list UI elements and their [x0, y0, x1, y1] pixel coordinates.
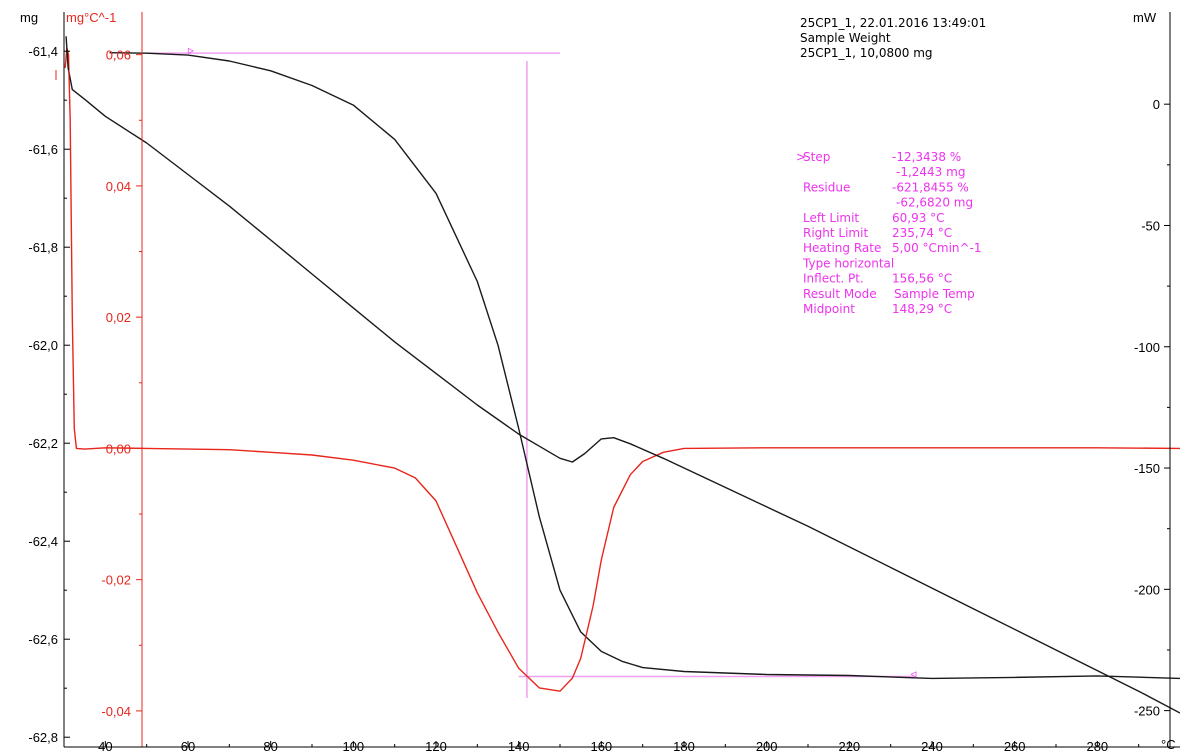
x-tick-label: 100: [342, 739, 364, 754]
x-tick-label: 80: [263, 739, 277, 754]
evaluation-label: Result Mode: [803, 287, 877, 301]
series-y_right: [65, 36, 1180, 714]
left-tick-label: -61,8: [28, 240, 58, 255]
header-line-3: 25CP1_1, 10,0800 mg: [800, 46, 933, 60]
right-tick-label: 0: [1153, 97, 1160, 112]
left2-tick-label: 0,00: [106, 441, 131, 456]
left2-tick-label: 0,06: [106, 48, 131, 63]
evaluation-value: 156,56 °C: [892, 272, 952, 286]
series-y_left: [109, 52, 1180, 680]
left-tick-label: -62,2: [28, 436, 58, 451]
evaluation-marker: >: [796, 150, 806, 164]
x-tick-label: 260: [1004, 739, 1026, 754]
evaluation-results: >Step -12,3438 %-1,2443 mg Residue -621,845…: [796, 150, 982, 316]
x-tick-label: 160: [590, 739, 612, 754]
evaluation-value: -621,8455 %: [892, 180, 969, 194]
left-limit-marker: ▹: [188, 43, 194, 57]
left-tick-label: -62,6: [28, 632, 58, 647]
left2-tick-label: -0,04: [101, 704, 131, 719]
evaluation-value: Sample Temp: [894, 287, 975, 301]
evaluation-value: 60,93 °C: [892, 211, 945, 225]
left2-tick-label: 0,02: [106, 310, 131, 325]
evaluation-label: Right Limit: [803, 226, 868, 240]
right-tick-label: -150: [1134, 461, 1160, 476]
x-tick-label: 240: [921, 739, 943, 754]
right-tick-label: -200: [1134, 582, 1160, 597]
left2-tick-label: -0,02: [101, 573, 131, 588]
evaluation-value: 5,00 °Cmin^-1: [892, 241, 982, 255]
right-limit-marker: ◃: [910, 666, 916, 680]
right-tick-label: -50: [1141, 218, 1160, 233]
left2-axis-unit: mg°C^-1: [66, 10, 116, 25]
x-axis-unit: °C: [1161, 737, 1176, 752]
evaluation-label: Left Limit: [803, 211, 859, 225]
evaluation-label: Step: [803, 150, 830, 164]
x-tick-label: 40: [98, 739, 112, 754]
evaluation-guides: ▹◃: [146, 43, 916, 698]
evaluation-label: Residue: [803, 180, 850, 194]
evaluation-value: 148,29 °C: [892, 302, 952, 316]
x-tick-label: 120: [425, 739, 447, 754]
left2-tick-label: 0,04: [106, 179, 131, 194]
evaluation-value: 235,74 °C: [892, 226, 952, 240]
right-tick-label: -250: [1134, 704, 1160, 719]
curves: [55, 36, 1180, 714]
evaluation-value: -62,6820 mg: [896, 196, 973, 210]
x-tick-label: 200: [756, 739, 778, 754]
right-tick-label: -100: [1134, 340, 1160, 355]
evaluation-value: -12,3438 %: [892, 150, 961, 164]
x-tick-label: 220: [838, 739, 860, 754]
dtg-start-marks: [55, 70, 70, 80]
series-y_left2: [64, 47, 1180, 692]
left-tick-label: -61,4: [28, 44, 58, 59]
right-axis-unit: mW: [1133, 10, 1157, 25]
evaluation-value: -1,2443 mg: [896, 165, 965, 179]
header-line-2: Sample Weight: [800, 31, 891, 45]
evaluation-label: Midpoint: [803, 302, 855, 316]
x-tick-label: 280: [1086, 739, 1108, 754]
x-tick-label: 140: [508, 739, 530, 754]
evaluation-label: Inflect. Pt.: [803, 272, 864, 286]
left-axis-unit: mg: [20, 10, 38, 25]
left-tick-label: -62,4: [28, 534, 58, 549]
x-tick-label: 60: [181, 739, 195, 754]
left-tick-label: -61,6: [28, 142, 58, 157]
left-tick-label: -62,0: [28, 338, 58, 353]
evaluation-label: Heating Rate: [803, 241, 881, 255]
x-tick-label: 180: [673, 739, 695, 754]
left-tick-label: -62,8: [28, 730, 58, 745]
axes: 40 60 80 100 120 140 160 180 200 220 240 260 280 -61,…: [28, 12, 1180, 754]
header-line-1: 25CP1_1, 22.01.2016 13:49:01: [800, 16, 986, 30]
evaluation-label: Type horizontal: [802, 256, 894, 270]
